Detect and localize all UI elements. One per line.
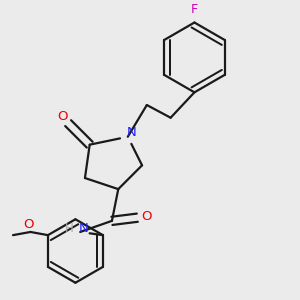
Text: O: O bbox=[57, 110, 68, 123]
Text: H: H bbox=[65, 222, 74, 235]
Text: F: F bbox=[191, 2, 198, 16]
Text: N: N bbox=[127, 126, 136, 139]
Text: N: N bbox=[79, 222, 88, 235]
Text: O: O bbox=[141, 210, 152, 223]
Text: O: O bbox=[24, 218, 34, 232]
